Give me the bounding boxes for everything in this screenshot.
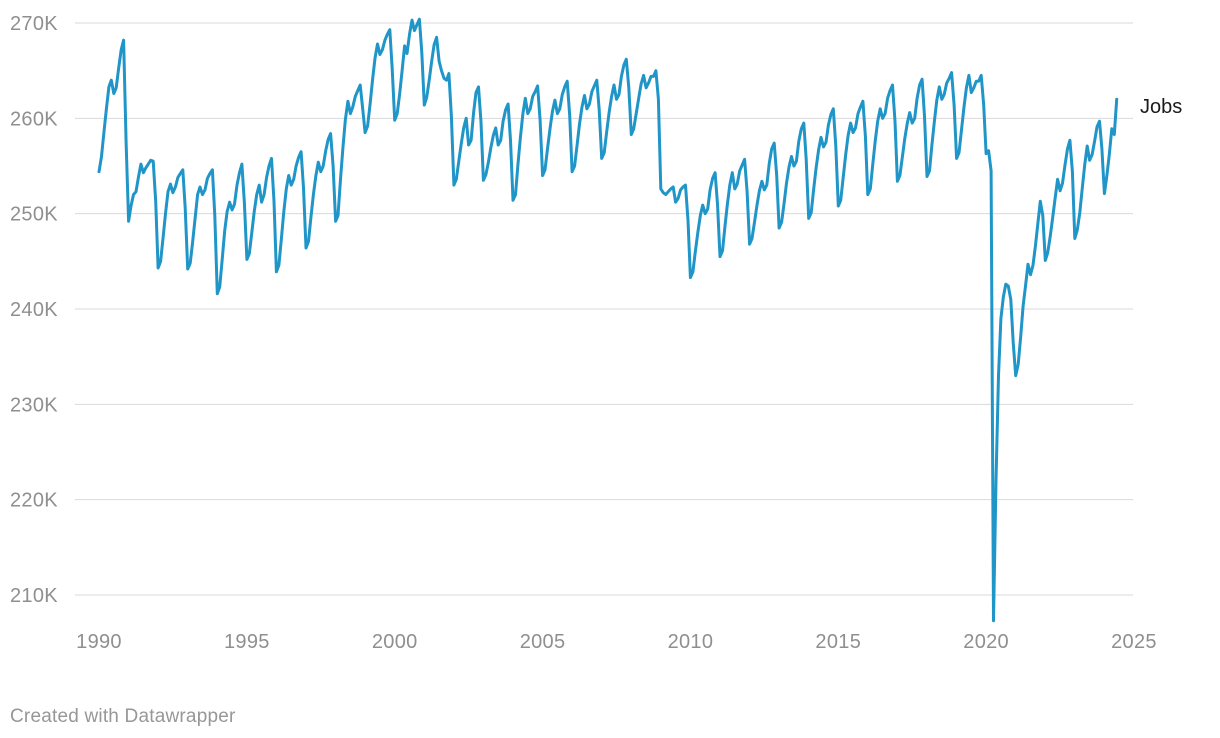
y-tick-label: 230K: [10, 394, 58, 416]
jobs-line-series[interactable]: [97, 17, 1119, 623]
x-tick-label: 1990: [76, 631, 122, 653]
gridlines: [75, 22, 1133, 596]
x-tick-label: 1995: [224, 631, 270, 653]
x-tick-label: 2000: [372, 631, 418, 653]
y-tick-label: 220K: [10, 490, 58, 512]
x-tick-label: 2010: [668, 631, 714, 653]
x-axis-labels: 1990 1995 2000 2005 2010 2015 2020 2025: [76, 631, 1157, 653]
y-tick-label: 210K: [10, 585, 58, 607]
datawrapper-credit: Created with Datawrapper: [10, 706, 236, 727]
x-tick-label: 2020: [963, 631, 1009, 653]
y-tick-label: 240K: [10, 299, 58, 321]
x-tick-label: 2015: [815, 631, 861, 653]
y-tick-label: 250K: [10, 204, 58, 226]
x-tick-label: 2025: [1111, 631, 1157, 653]
y-axis-labels: 270K 260K 250K 240K 230K 220K 210K: [10, 13, 58, 607]
series-label-jobs: Jobs: [1140, 96, 1182, 118]
y-tick-label: 270K: [10, 13, 58, 35]
x-tick-label: 2005: [520, 631, 566, 653]
y-tick-label: 260K: [10, 108, 58, 130]
